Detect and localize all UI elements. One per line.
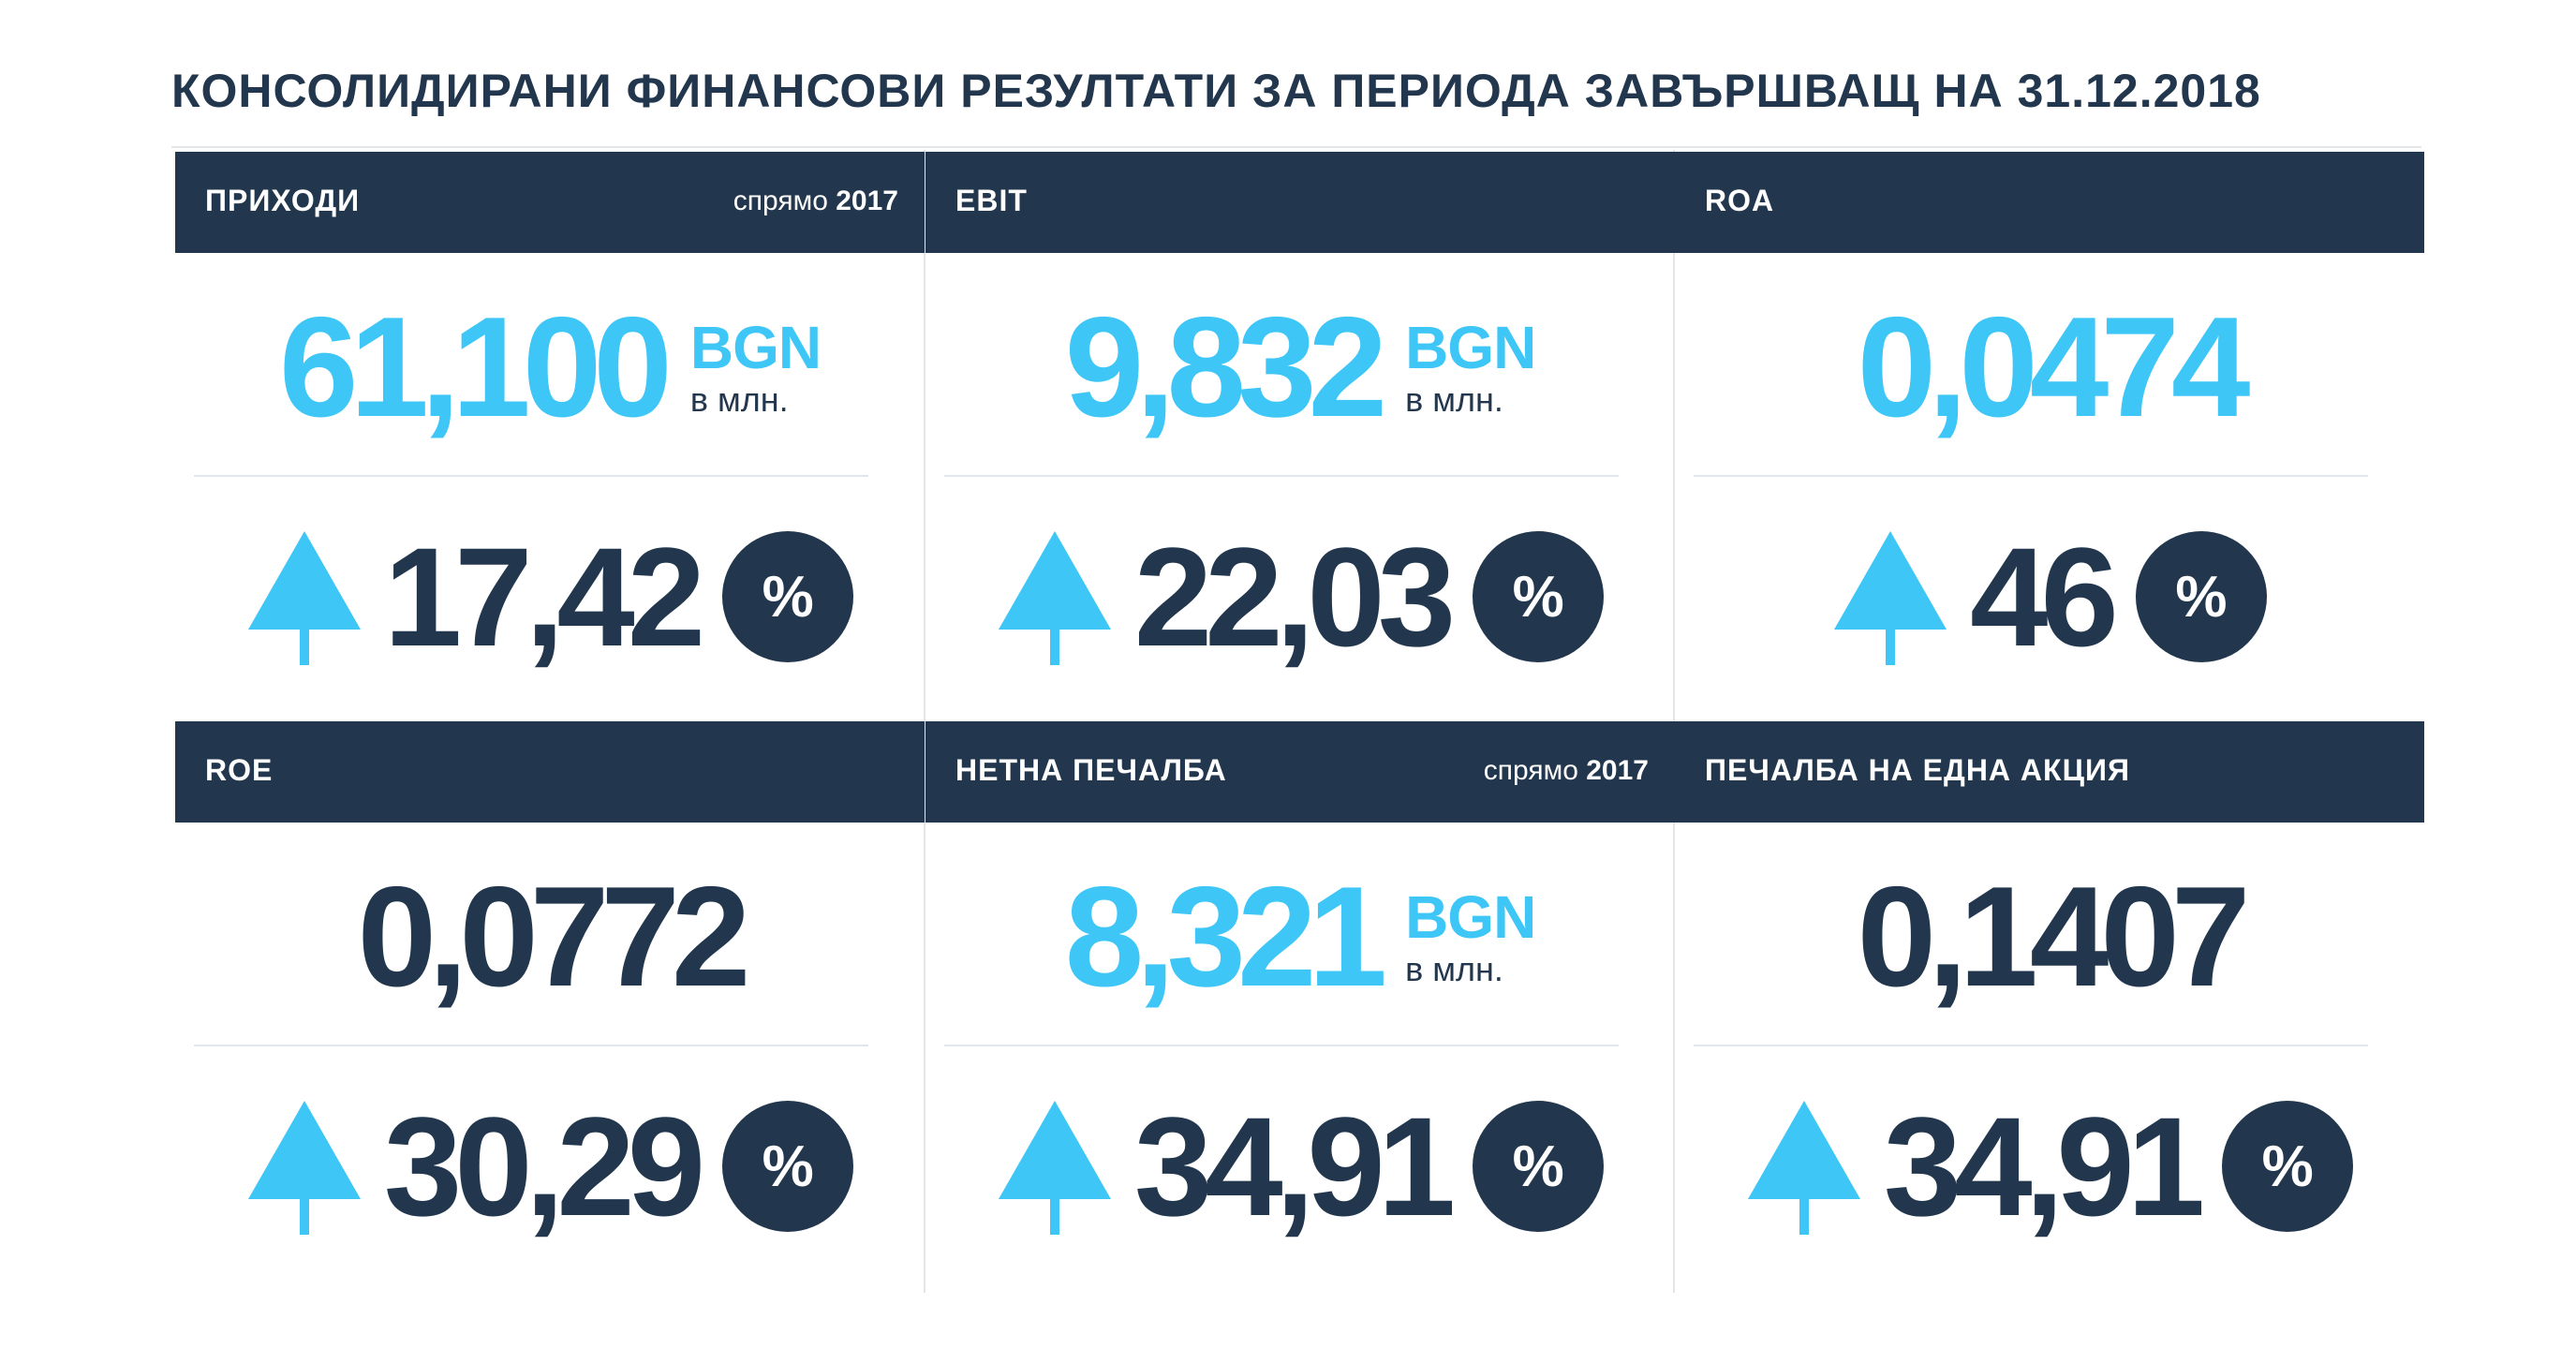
card-label: НЕТНА ПЕЧАЛБА bbox=[955, 753, 1227, 787]
card-divider bbox=[1694, 1045, 2368, 1046]
arrow-up-icon bbox=[246, 1096, 363, 1237]
card-value: 61,100 bbox=[278, 288, 673, 447]
page-title: КОНСОЛИДИРАНИ ФИНАНСОВИ РЕЗУЛТАТИ ЗА ПЕР… bbox=[171, 65, 2261, 117]
column-divider bbox=[924, 150, 925, 1293]
card-label: EBIT bbox=[955, 184, 1028, 217]
title-divider bbox=[171, 146, 2421, 148]
compare-note: спрямо 2017 bbox=[733, 185, 898, 217]
arrow-up-icon bbox=[997, 526, 1114, 667]
card-divider bbox=[1694, 475, 2368, 477]
compare-year: 2017 bbox=[836, 185, 898, 216]
card-label: ПЕЧАЛБА НА ЕДНА АКЦИЯ bbox=[1705, 753, 2130, 787]
card-main-value-row: 0,0772 bbox=[175, 843, 925, 1030]
card-header: НЕТНА ПЕЧАЛБА спрямо 2017 bbox=[925, 721, 1675, 823]
change-value: 17,42 bbox=[383, 518, 705, 675]
card-eps: ПЕЧАЛБА НА ЕДНА АКЦИЯ 0,1407 34,91 % bbox=[1675, 721, 2424, 1291]
card-ebit: EBIT 9,832 BGN в млн. 22,03 % bbox=[925, 152, 1675, 721]
arrow-up-icon bbox=[1746, 1096, 1863, 1237]
card-change-row: 34,91 % bbox=[925, 1073, 1675, 1260]
card-label: ROA bbox=[1705, 184, 1775, 217]
percent-badge: % bbox=[2222, 1101, 2354, 1232]
card-header: ПЕЧАЛБА НА ЕДНА АКЦИЯ bbox=[1675, 721, 2424, 823]
card-roe: ROE 0,0772 30,29 % bbox=[175, 721, 925, 1291]
percent-badge: % bbox=[1473, 531, 1605, 662]
card-change-row: 30,29 % bbox=[175, 1073, 925, 1260]
card-main-value-row: 61,100 BGN в млн. bbox=[175, 274, 925, 461]
card-value: 9,832 bbox=[1064, 288, 1387, 447]
card-header: ПРИХОДИ спрямо 2017 bbox=[175, 152, 925, 253]
unit-block: BGN в млн. bbox=[689, 314, 822, 419]
card-roa: ROA 0,0474 46 % bbox=[1675, 152, 2424, 721]
change-value: 30,29 bbox=[383, 1088, 705, 1245]
change-value: 34,91 bbox=[1883, 1088, 2205, 1245]
arrow-up-icon bbox=[1832, 526, 1949, 667]
card-main-value-row: 8,321 BGN в млн. bbox=[925, 843, 1675, 1030]
card-header: EBIT bbox=[925, 152, 1675, 253]
change-value: 34,91 bbox=[1133, 1088, 1456, 1245]
card-value: 0,0474 bbox=[1857, 288, 2251, 447]
currency-unit: BGN bbox=[689, 314, 822, 381]
unit-block: BGN в млн. bbox=[1405, 883, 1536, 988]
unit-block: BGN в млн. bbox=[1405, 314, 1536, 419]
card-value: 8,321 bbox=[1064, 857, 1387, 1016]
compare-note: спрямо 2017 bbox=[1484, 755, 1649, 787]
compare-year: 2017 bbox=[1586, 755, 1649, 786]
percent-badge: % bbox=[722, 1101, 854, 1232]
arrow-up-icon bbox=[997, 1096, 1114, 1237]
card-divider bbox=[944, 1045, 1619, 1046]
card-label: ROE bbox=[205, 753, 274, 787]
arrow-up-icon bbox=[246, 526, 363, 667]
scale-unit: в млн. bbox=[689, 380, 789, 419]
card-net-profit: НЕТНА ПЕЧАЛБА спрямо 2017 8,321 BGN в мл… bbox=[925, 721, 1675, 1291]
card-change-row: 22,03 % bbox=[925, 503, 1675, 690]
percent-badge: % bbox=[2135, 531, 2267, 662]
currency-unit: BGN bbox=[1405, 883, 1536, 951]
card-change-row: 17,42 % bbox=[175, 503, 925, 690]
change-value: 46 bbox=[1970, 518, 2119, 675]
card-main-value-row: 0,1407 bbox=[1675, 843, 2424, 1030]
card-main-value-row: 0,0474 bbox=[1675, 274, 2424, 461]
card-change-row: 46 % bbox=[1675, 503, 2424, 690]
change-value: 22,03 bbox=[1133, 518, 1456, 675]
card-value: 0,0772 bbox=[357, 857, 751, 1016]
scale-unit: в млн. bbox=[1405, 950, 1503, 988]
card-revenue: ПРИХОДИ спрямо 2017 61,100 BGN в млн. 17… bbox=[175, 152, 925, 721]
compare-text: спрямо bbox=[733, 185, 836, 216]
compare-text: спрямо bbox=[1483, 755, 1587, 786]
card-header: ROE bbox=[175, 721, 925, 823]
card-main-value-row: 9,832 BGN в млн. bbox=[925, 274, 1675, 461]
currency-unit: BGN bbox=[1405, 314, 1536, 381]
card-divider bbox=[194, 475, 868, 477]
percent-badge: % bbox=[1473, 1101, 1605, 1232]
card-header: ROA bbox=[1675, 152, 2424, 253]
percent-badge: % bbox=[722, 531, 854, 662]
card-divider bbox=[194, 1045, 868, 1046]
card-label: ПРИХОДИ bbox=[205, 184, 361, 217]
card-change-row: 34,91 % bbox=[1675, 1073, 2424, 1260]
card-divider bbox=[944, 475, 1619, 477]
card-value: 0,1407 bbox=[1857, 857, 2251, 1016]
scale-unit: в млн. bbox=[1405, 380, 1503, 419]
